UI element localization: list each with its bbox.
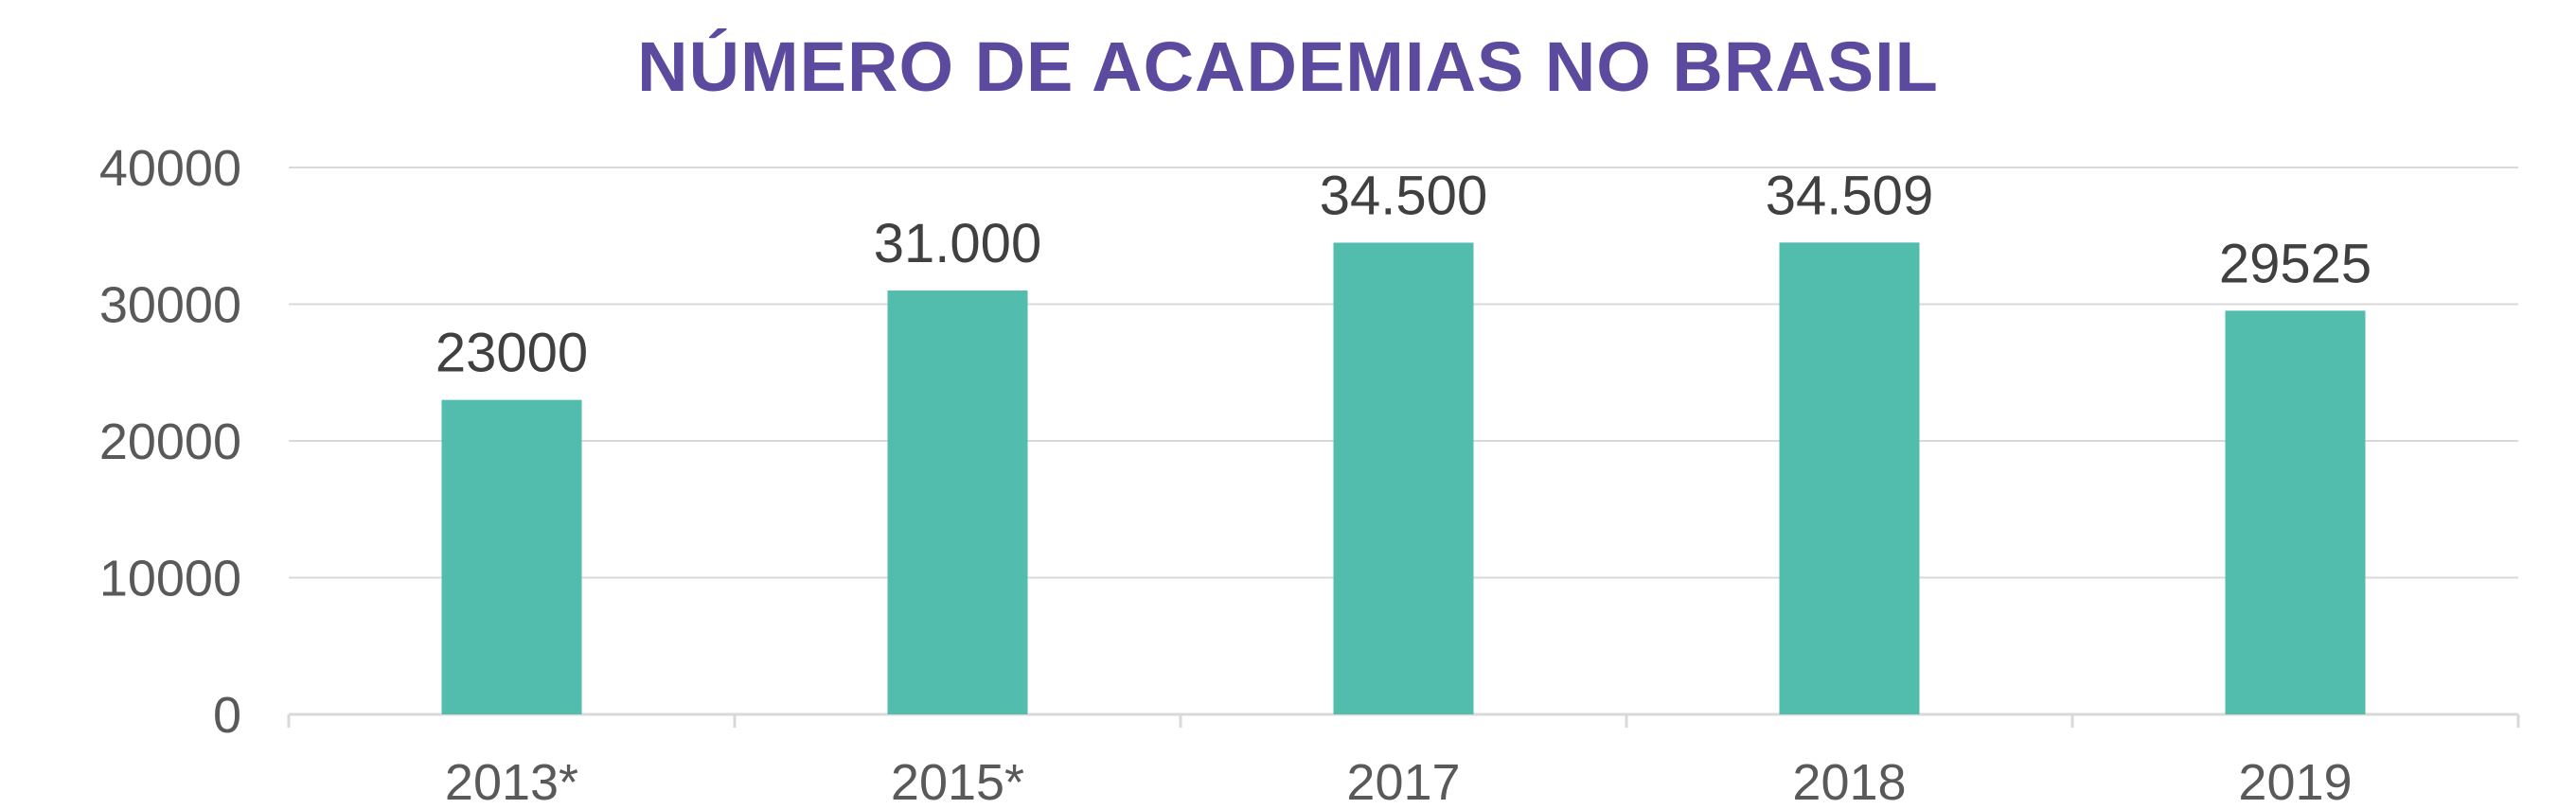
y-tick-label: 10000 — [99, 551, 241, 607]
bar — [1333, 242, 1474, 714]
data-label: 29525 — [2219, 233, 2372, 294]
x-tick-label: 2019 — [2238, 754, 2352, 809]
x-tick-label: 2013* — [445, 754, 578, 809]
bar — [441, 399, 582, 714]
chart-title: NÚMERO DE ACADEMIAS NO BRASIL — [637, 27, 1939, 106]
bar — [887, 290, 1028, 714]
x-tick-label: 2018 — [1792, 754, 1906, 809]
y-tick-label: 0 — [213, 687, 241, 744]
data-label: 34.509 — [1766, 165, 1933, 226]
y-tick-label: 40000 — [99, 140, 241, 197]
x-axis — [287, 712, 2520, 728]
bar — [2225, 310, 2366, 714]
data-label: 23000 — [435, 323, 588, 384]
x-tick-label: 2015* — [891, 754, 1024, 809]
x-tick-label: 2017 — [1346, 754, 1460, 809]
y-tick-label: 30000 — [99, 277, 241, 334]
x-axis-tick-labels: 2013* 2015* 2017 2018 2019 — [445, 754, 2353, 809]
y-tick-label: 20000 — [99, 413, 241, 470]
data-labels: 23000 31.000 34.500 34.509 29525 — [435, 165, 2372, 383]
y-axis-tick-labels: 0 10000 20000 30000 40000 — [99, 140, 241, 744]
bars — [441, 242, 2366, 714]
data-label: 34.500 — [1320, 165, 1487, 226]
bar — [1779, 242, 1920, 714]
data-label: 31.000 — [874, 213, 1041, 274]
